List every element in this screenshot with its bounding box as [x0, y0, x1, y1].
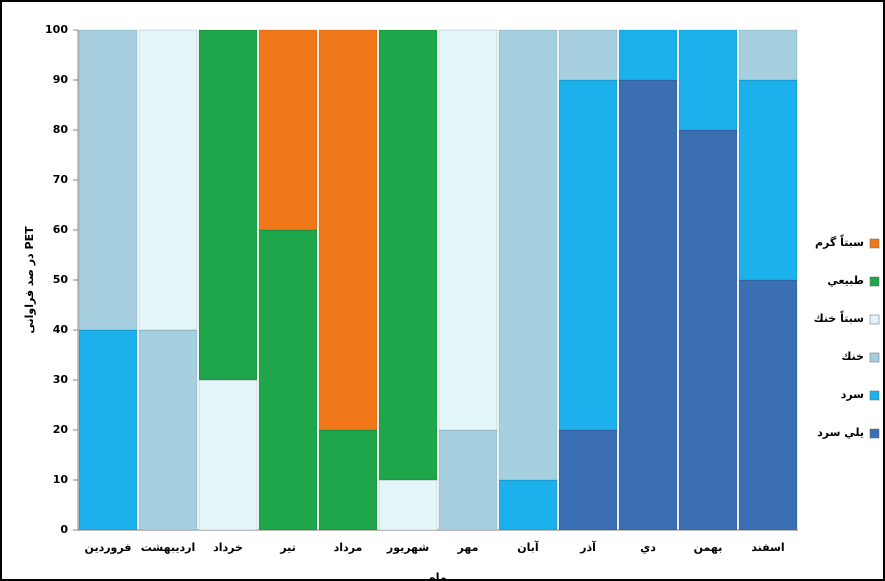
bar-segment: [438, 429, 498, 531]
legend-label: يلي سرد: [817, 426, 864, 439]
bar-segment: [498, 479, 558, 531]
legend-label: سبتاً خنك: [814, 310, 864, 325]
y-tick-label: 60: [53, 223, 69, 236]
bar-segment: [498, 29, 558, 481]
y-tick-label: 70: [53, 173, 69, 186]
y-tick-label: 50: [53, 273, 69, 286]
bar-segment: [258, 29, 318, 231]
x-tick-label: ارديبهشت: [141, 541, 195, 554]
x-tick-label: بهمن: [694, 541, 723, 554]
x-tick-label: اسفند: [751, 541, 784, 554]
bar-segment: [78, 29, 138, 331]
y-tick-label: 20: [53, 423, 69, 436]
x-tick-label: مرداد: [334, 541, 363, 554]
legend-label: خنك: [841, 350, 864, 363]
y-tick-label: 100: [45, 23, 68, 36]
bar-segment: [78, 329, 138, 531]
y-tick-label: 40: [53, 323, 69, 336]
x-tick-label: آبان: [517, 540, 539, 554]
bar-segment: [558, 429, 618, 531]
bar-segment: [138, 329, 198, 531]
bar-segment: [258, 229, 318, 531]
x-tick-label: شهريور: [386, 541, 429, 554]
legend-label: طبيعي: [827, 274, 864, 287]
x-tick-label: آذر: [579, 540, 596, 554]
x-tick-label: فروردين: [85, 541, 132, 554]
bar-segment: [618, 79, 678, 531]
legend-swatch: [869, 276, 880, 287]
y-tick-label: 30: [53, 373, 69, 386]
bar-segment: [558, 29, 618, 81]
bar-segment: [738, 79, 798, 281]
legend-label: سرد: [841, 388, 864, 401]
bar-segment: [318, 429, 378, 531]
bar-segment: [738, 29, 798, 81]
bar-segment: [678, 29, 738, 131]
y-axis-label: در صد فراوانی PET: [23, 226, 36, 334]
x-tick-label: مهر: [457, 541, 479, 554]
y-tick-label: 10: [53, 473, 69, 486]
legend-label: سبتاً گرم: [815, 234, 864, 249]
legend-swatch: [869, 238, 880, 249]
bar-segment: [438, 29, 498, 431]
bar-segment: [378, 479, 438, 531]
bar-segment: [678, 129, 738, 531]
y-tick-label: 0: [60, 523, 68, 536]
x-axis-label: ماه: [429, 571, 446, 581]
x-tick-label: دي: [640, 541, 656, 554]
legend-swatch: [869, 314, 880, 325]
y-tick-label: 80: [53, 123, 69, 136]
bar-segment: [618, 29, 678, 81]
legend-swatch: [869, 352, 880, 363]
legend-swatch: [869, 428, 880, 439]
bar-segment: [318, 29, 378, 431]
x-tick-label: خرداد: [213, 541, 243, 554]
bar-segment: [198, 379, 258, 531]
bar-segment: [198, 29, 258, 381]
y-tick-label: 90: [53, 73, 69, 86]
bar-segment: [378, 29, 438, 481]
legend-swatch: [869, 390, 880, 401]
bar-segment: [138, 29, 198, 331]
x-tick-label: تير: [279, 541, 295, 554]
bar-segment: [558, 79, 618, 431]
bar-segment: [738, 279, 798, 531]
